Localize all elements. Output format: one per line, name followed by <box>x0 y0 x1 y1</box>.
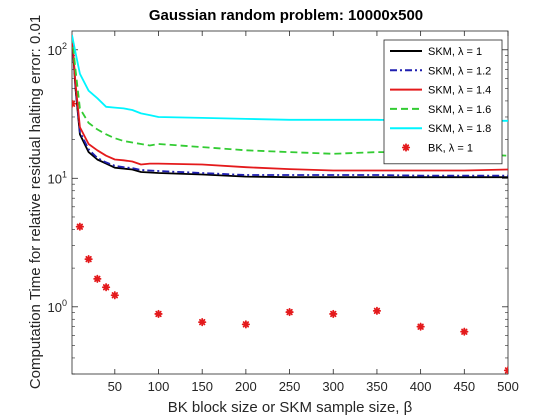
x-tick-label: 100 <box>148 379 170 394</box>
series-5-point <box>110 291 119 300</box>
x-tick-label: 350 <box>366 379 388 394</box>
x-tick-label: 500 <box>497 379 519 394</box>
x-axis-label: BK block size or SKM sample size, β <box>168 399 413 416</box>
y-tick-base: 10 <box>48 171 62 186</box>
x-tick-label: 200 <box>235 379 257 394</box>
series-line-0 <box>72 35 508 179</box>
series-layer <box>72 34 508 374</box>
series-5-point <box>154 309 163 319</box>
y-tick-label: 100 <box>48 298 67 315</box>
x-tick-label: 250 <box>279 379 301 394</box>
series-5-point <box>329 309 338 319</box>
x-tick-label: 400 <box>410 379 432 394</box>
series-5-point <box>72 99 77 108</box>
legend-label-0: SKM, λ = 1 <box>428 46 482 58</box>
y-tick-exponent: 2 <box>62 41 67 51</box>
series-line-3 <box>72 35 508 157</box>
chart-title: Gaussian random problem: 10000x500 <box>149 7 423 24</box>
series-5-point <box>93 274 102 283</box>
legend-label-3: SKM, λ = 1.6 <box>428 104 491 116</box>
y-tick-exponent: 0 <box>62 298 67 308</box>
y-tick-exponent: 1 <box>62 169 67 179</box>
series-5-point <box>101 283 111 292</box>
series-5-point <box>460 327 469 336</box>
series-5-point <box>503 366 508 374</box>
series-5-point <box>198 318 207 327</box>
y-tick-label: 101 <box>48 169 67 186</box>
y-tick-label: 102 <box>48 41 67 58</box>
x-tick-label: 50 <box>108 379 122 394</box>
series-line-2 <box>72 35 508 172</box>
series-5-point <box>372 306 382 315</box>
y-tick-base: 10 <box>48 43 62 58</box>
legend-label-4: SKM, λ = 1.8 <box>428 123 491 135</box>
series-5-point <box>84 255 93 264</box>
x-tick-label: 450 <box>453 379 475 394</box>
legend-label-5: BK, λ = 1 <box>428 143 473 155</box>
legend-label-1: SKM, λ = 1.2 <box>428 65 491 77</box>
series-line-4 <box>72 34 508 122</box>
legend-box <box>383 39 503 165</box>
series-5-point <box>416 322 425 331</box>
y-tick-base: 10 <box>48 300 62 315</box>
series-5-point <box>75 222 84 231</box>
legend-label-2: SKM, λ = 1.4 <box>428 85 491 97</box>
x-tick-label: 150 <box>191 379 213 394</box>
series-5-point <box>241 320 250 329</box>
x-tick-label: 300 <box>322 379 344 394</box>
legend-marker-5 <box>401 143 411 152</box>
series-5-point <box>285 307 294 317</box>
legend: SKM, λ = 1 SKM, λ = 1.2 SKM, λ = 1.4 SKM, λ… <box>383 39 503 165</box>
y-axis-label: Computation Time for relative residual h… <box>27 15 44 389</box>
